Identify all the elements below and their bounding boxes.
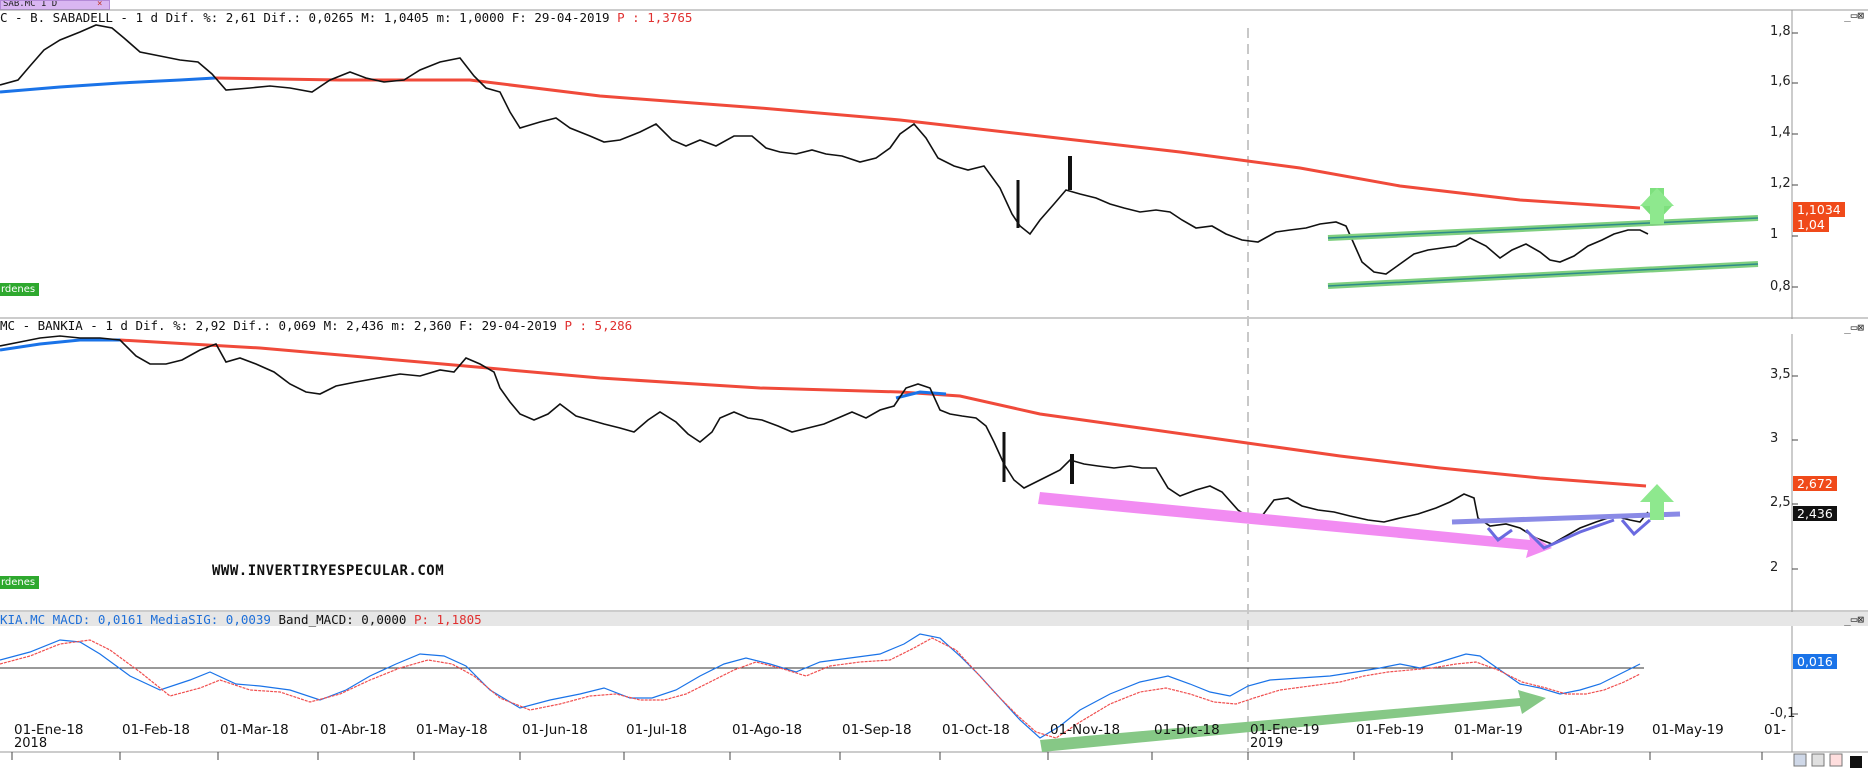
x-tick-label: 01-Mar-19 — [1454, 722, 1523, 738]
panel3-p-label: P: 1,1805 — [413, 612, 482, 627]
x-year-2018: 2018 — [14, 736, 48, 751]
panel2-ytick: 3 — [1770, 431, 1779, 446]
x-tick-label: 01-Feb-18 — [122, 722, 191, 738]
x-tick-label: 01-Abr-19 — [1558, 722, 1625, 738]
panel3-macd-label: KIA.MC MACD: 0,0161 — [0, 612, 143, 627]
panel3-header: KIA.MC MACD: 0,0161 MediaSIG: 0,0039 Ban… — [0, 612, 482, 628]
panel1-ma-price-box: 1,1034 — [1793, 202, 1845, 217]
x-tick-label: 01- — [1764, 722, 1787, 738]
x-tick-label: 01-Oct-18 — [942, 722, 1010, 738]
panel1-orders-badge[interactable]: rdenes — [0, 283, 40, 296]
x-tick-label: 01-Jul-18 — [626, 722, 688, 738]
panel3-sig-label: MediaSIG: 0,0039 — [150, 612, 271, 627]
x-tick-label: 01-Ene-18 — [14, 722, 84, 738]
panel1-window-controls[interactable]: _▭⊠ — [1844, 9, 1864, 22]
panel1-ytick: 0,8 — [1770, 279, 1791, 294]
x-tick-label: 01-Sep-18 — [842, 722, 912, 738]
panel1-ytick: 1,6 — [1770, 74, 1791, 89]
x-tick-label: 01-Mar-18 — [220, 722, 289, 738]
panel2-ytick: 2 — [1770, 560, 1779, 575]
panel1-ytick: 1,4 — [1770, 125, 1791, 140]
x-tick-label: 01-Ene-19 — [1250, 722, 1320, 738]
x-tick-label: 01-Nov-18 — [1050, 722, 1121, 738]
x-tick-label: 01-May-18 — [416, 722, 488, 738]
x-tick-label: 01-Feb-19 — [1356, 722, 1425, 738]
panel1-header: C - B. SABADELL - 1 d Dif. %: 2,61 Dif.:… — [0, 10, 692, 26]
x-tick-label: 01-May-19 — [1652, 722, 1724, 738]
panel3-band-label: Band_MACD: 0,0000 — [278, 612, 407, 627]
x-tick-label: 01-Jun-18 — [522, 722, 588, 738]
panel1-header-text: C - B. SABADELL - 1 d Dif. %: 2,61 Dif.:… — [0, 10, 610, 25]
panel2-header: MC - BANKIA - 1 d Dif. %: 2,92 Dif.: 0,0… — [0, 318, 632, 334]
panel2-window-controls[interactable]: _▭⊠ — [1844, 321, 1864, 334]
watermark-text: WWW.INVERTIRYESPECULAR.COM — [212, 563, 445, 579]
close-icon[interactable]: × — [97, 0, 103, 9]
panel2-price-label: P : 5,286 — [564, 318, 633, 333]
panel1-ytick: 1 — [1770, 227, 1779, 242]
panel1-ytick: 1,8 — [1770, 24, 1791, 39]
x-year-2019: 2019 — [1250, 736, 1284, 751]
panel2-header-text: MC - BANKIA - 1 d Dif. %: 2,92 Dif.: 0,0… — [0, 318, 557, 333]
panel1-last-price-box: 1,04 — [1793, 217, 1829, 232]
panel2-orders-badge[interactable]: rdenes — [0, 576, 40, 589]
panel3-window-controls[interactable]: _▭⊠ — [1844, 613, 1864, 626]
panel3-macd-box: 0,016 — [1793, 654, 1837, 669]
x-tick-label: 01-Dic-18 — [1154, 722, 1220, 738]
panel3-ytick: -0,1 — [1770, 706, 1796, 721]
x-tick-label: 01-Ago-18 — [732, 722, 803, 738]
panel2-ma-price-box: 2,672 — [1793, 476, 1837, 491]
panel1-price-label: P : 1,3765 — [617, 10, 693, 25]
panel1-ytick: 1,2 — [1770, 176, 1791, 191]
chart-tab-label: SAB.MC 1 D — [3, 0, 58, 9]
panel2-ytick: 3,5 — [1770, 367, 1791, 382]
panel2-ytick: 2,5 — [1770, 495, 1791, 510]
x-tick-label: 01-Abr-18 — [320, 722, 387, 738]
panel2-last-price-box: 2,436 — [1793, 506, 1837, 521]
